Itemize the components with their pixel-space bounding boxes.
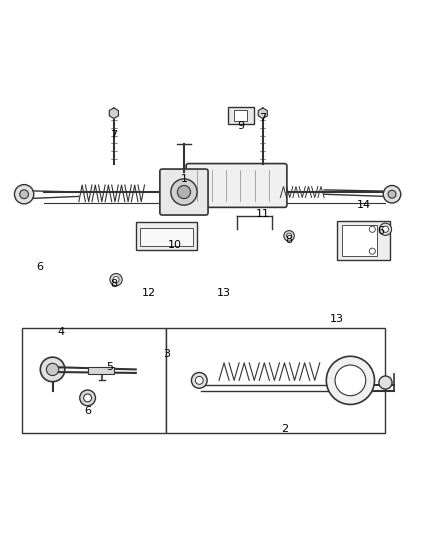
Circle shape — [171, 179, 197, 205]
Text: 8: 8 — [110, 279, 117, 289]
Circle shape — [284, 231, 294, 241]
Circle shape — [379, 223, 392, 236]
Text: 12: 12 — [142, 288, 156, 298]
Text: 6: 6 — [378, 227, 385, 237]
Text: 6: 6 — [84, 406, 91, 416]
Circle shape — [369, 248, 375, 254]
Circle shape — [191, 373, 207, 388]
FancyBboxPatch shape — [140, 228, 193, 246]
FancyBboxPatch shape — [136, 222, 197, 250]
Circle shape — [382, 226, 389, 232]
Bar — [228, 107, 254, 124]
Text: 5: 5 — [106, 362, 113, 372]
Text: 9: 9 — [237, 122, 244, 131]
Bar — [234, 110, 247, 121]
Text: 8: 8 — [286, 235, 293, 245]
Circle shape — [46, 364, 59, 376]
FancyBboxPatch shape — [160, 169, 208, 215]
Text: 11: 11 — [256, 209, 270, 219]
Circle shape — [80, 390, 95, 406]
Circle shape — [335, 365, 366, 395]
Circle shape — [195, 376, 203, 384]
Text: 7: 7 — [110, 130, 117, 140]
Text: 3: 3 — [163, 349, 170, 359]
Circle shape — [286, 233, 292, 238]
Text: 7: 7 — [259, 112, 266, 123]
Text: 13: 13 — [216, 288, 230, 298]
Circle shape — [40, 357, 65, 382]
Circle shape — [177, 185, 191, 199]
Circle shape — [379, 376, 392, 389]
Bar — [22, 328, 166, 433]
Polygon shape — [258, 108, 267, 118]
Polygon shape — [110, 108, 118, 118]
Circle shape — [326, 356, 374, 405]
Circle shape — [383, 185, 401, 203]
Text: 14: 14 — [357, 200, 371, 210]
Bar — [342, 225, 377, 255]
Text: 13: 13 — [330, 314, 344, 324]
Text: 6: 6 — [36, 262, 43, 271]
Circle shape — [20, 190, 28, 199]
Bar — [166, 328, 385, 433]
Circle shape — [14, 184, 34, 204]
Circle shape — [84, 394, 92, 402]
Circle shape — [388, 190, 396, 198]
Bar — [88, 367, 114, 374]
FancyBboxPatch shape — [186, 164, 287, 207]
Text: 1: 1 — [180, 174, 187, 184]
Text: 4: 4 — [58, 327, 65, 337]
Text: 2: 2 — [281, 424, 288, 433]
Circle shape — [369, 226, 375, 232]
Text: 10: 10 — [168, 240, 182, 249]
Bar — [337, 221, 390, 260]
Circle shape — [113, 277, 119, 282]
Circle shape — [110, 273, 122, 286]
